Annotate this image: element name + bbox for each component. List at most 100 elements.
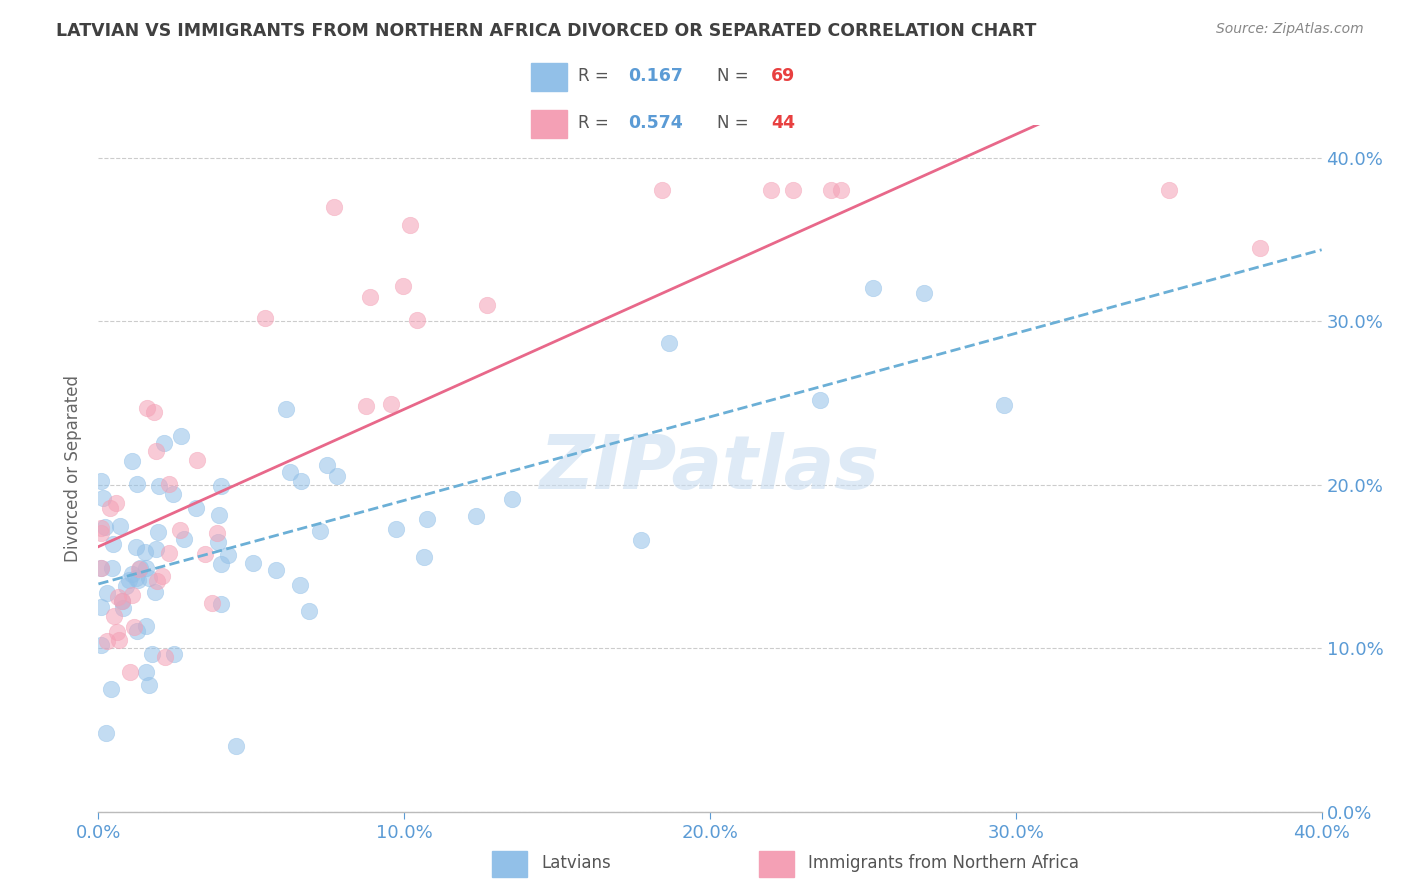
Point (820, 183, 842, 197)
Point (242, 556, 264, 570)
Point (326, 469, 349, 483)
Point (912, 285, 935, 300)
Point (90, 475, 112, 489)
Point (91, 491, 114, 506)
Text: 0.574: 0.574 (627, 114, 682, 132)
Point (782, 183, 804, 197)
Point (169, 523, 191, 537)
Point (276, 402, 298, 417)
Point (138, 677, 160, 691)
Point (205, 525, 228, 540)
Point (94, 520, 117, 534)
Point (120, 665, 142, 679)
Point (142, 405, 165, 419)
Point (135, 401, 157, 416)
Point (125, 571, 148, 585)
Point (107, 633, 129, 648)
Point (150, 569, 173, 583)
Point (392, 278, 415, 293)
Point (153, 435, 176, 450)
Point (359, 290, 381, 304)
Point (993, 398, 1015, 412)
Point (157, 477, 180, 491)
Point (114, 579, 136, 593)
Point (111, 593, 134, 607)
Point (145, 443, 167, 458)
FancyBboxPatch shape (531, 110, 567, 138)
Point (380, 397, 402, 411)
Point (108, 519, 131, 533)
Point (146, 525, 169, 540)
Point (209, 479, 232, 493)
Point (323, 200, 346, 214)
Point (217, 548, 239, 562)
Point (194, 547, 217, 561)
Text: Source: ZipAtlas.com: Source: ZipAtlas.com (1216, 22, 1364, 37)
Point (90, 638, 112, 652)
Text: LATVIAN VS IMMIGRANTS FROM NORTHERN AFRICA DIVORCED OR SEPARATED CORRELATION CHA: LATVIAN VS IMMIGRANTS FROM NORTHERN AFRI… (56, 22, 1036, 40)
Point (107, 590, 129, 604)
Point (385, 522, 408, 536)
Point (112, 601, 135, 615)
Point (128, 561, 150, 575)
Point (163, 647, 186, 661)
Point (90, 521, 112, 535)
Point (127, 624, 149, 639)
Point (808, 392, 831, 407)
Point (266, 563, 288, 577)
Point (121, 454, 143, 468)
Point (135, 561, 157, 575)
Point (651, 183, 673, 197)
Point (354, 399, 377, 413)
Point (630, 533, 652, 547)
Point (288, 578, 311, 592)
Point (309, 524, 332, 538)
Point (207, 535, 229, 549)
Point (104, 496, 127, 510)
Point (201, 596, 224, 610)
Point (90, 600, 112, 615)
Point (148, 479, 170, 493)
FancyBboxPatch shape (759, 851, 794, 877)
Point (103, 608, 125, 623)
Point (90, 561, 112, 575)
Point (127, 477, 149, 491)
Text: 0.167: 0.167 (627, 67, 683, 85)
Point (157, 546, 180, 560)
Point (96, 634, 118, 648)
Point (209, 557, 232, 571)
Point (170, 429, 193, 443)
Point (128, 561, 150, 575)
Point (1157, 183, 1180, 197)
FancyBboxPatch shape (531, 63, 567, 91)
Point (155, 650, 177, 665)
Point (138, 571, 160, 585)
Point (413, 549, 436, 564)
Text: N =: N = (717, 67, 754, 85)
Point (298, 603, 321, 617)
Point (406, 312, 429, 326)
Point (830, 183, 852, 197)
Point (100, 681, 122, 696)
Text: 69: 69 (772, 67, 796, 85)
Point (208, 508, 231, 522)
Point (278, 465, 301, 479)
Point (101, 561, 124, 575)
Text: Immigrants from Northern Africa: Immigrants from Northern Africa (808, 854, 1080, 872)
Point (862, 281, 884, 295)
Point (121, 567, 143, 582)
Point (184, 501, 207, 516)
Point (1249, 240, 1271, 255)
Point (290, 474, 312, 488)
Text: N =: N = (717, 114, 754, 132)
Point (225, 739, 247, 754)
Point (143, 585, 166, 599)
Point (141, 647, 163, 661)
Point (90, 526, 112, 541)
Point (416, 512, 439, 526)
Point (121, 588, 143, 602)
Point (145, 542, 167, 557)
Text: Latvians: Latvians (541, 854, 612, 872)
Point (253, 310, 276, 325)
Point (98, 501, 121, 516)
